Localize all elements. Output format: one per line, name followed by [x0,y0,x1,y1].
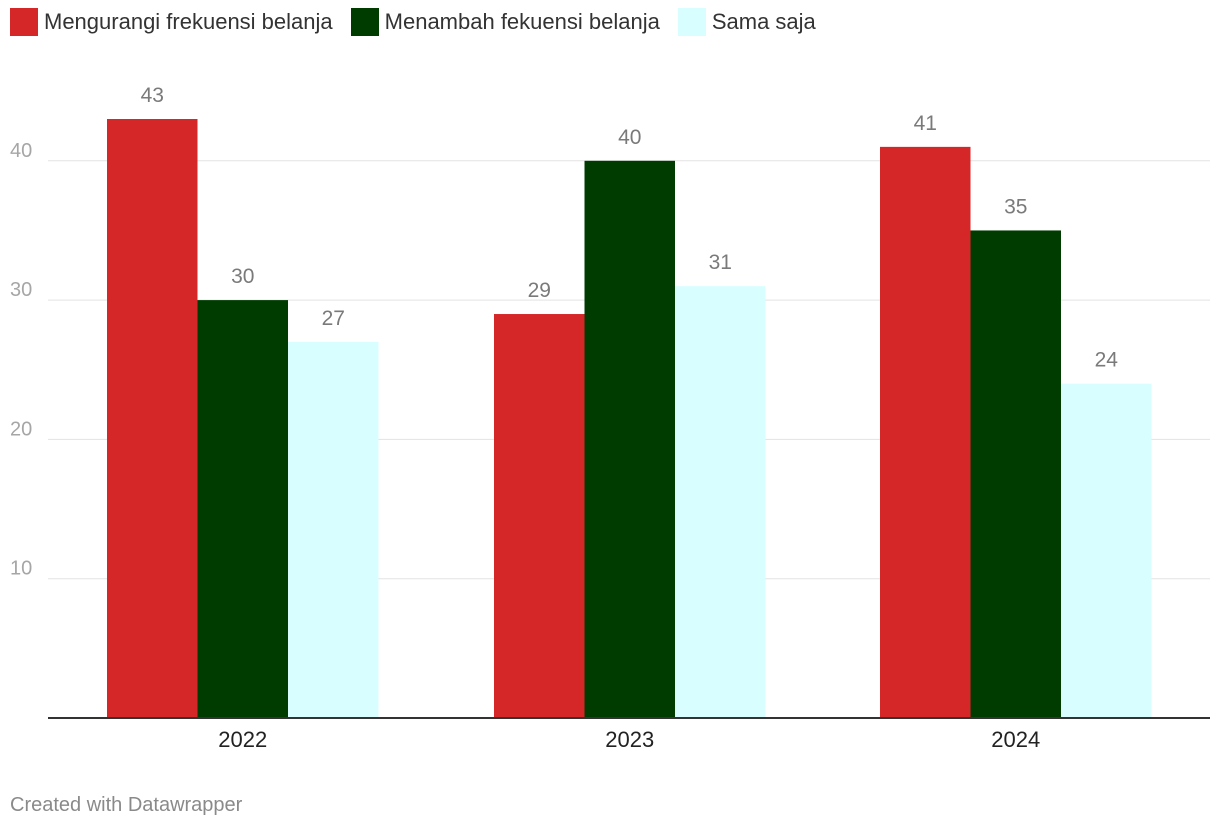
footer-credit: Created with Datawrapper [10,794,243,816]
legend-label-sama-saja: Sama saja [711,9,816,34]
legend-label-menambah: Menambah fekuensi belanja [384,9,660,34]
data-label-2024-series-0: 41 [914,112,937,135]
data-label-2022-series-2: 27 [322,307,345,330]
data-label-2023-series-2: 31 [709,251,732,274]
bar-2024-series-0 [880,146,971,718]
y-tick-label-10: 10 [10,558,32,580]
data-label-2024-series-2: 24 [1095,349,1119,372]
y-tick-label-40: 40 [10,140,32,162]
legend-swatch-mengurangi [10,8,38,36]
data-label-2022-series-0: 43 [141,84,164,107]
legend-swatch-sama-saja [677,8,706,36]
bar-2022-series-2 [288,341,379,718]
data-label-2022-series-1: 30 [231,265,254,288]
legend: Mengurangi frekuensi belanja Menambah fe… [10,8,834,36]
bar-2024-series-2 [1061,383,1152,718]
y-tick-label-30: 30 [10,279,32,301]
bar-2022-series-1 [197,300,288,718]
bar-2023-series-0 [494,314,585,718]
x-tick-label-2022: 2022 [218,727,267,752]
legend-swatch-menambah [350,8,379,36]
legend-label-mengurangi: Mengurangi frekuensi belanja [44,9,333,34]
data-label-2023-series-0: 29 [528,279,551,302]
x-tick-label-2023: 2023 [605,727,654,752]
bar-2022-series-0 [107,119,198,718]
data-label-2024-series-1: 35 [1004,195,1027,218]
y-tick-label-20: 20 [10,418,32,440]
legend-item-menambah: Menambah fekuensi belanja [350,8,660,36]
bar-2024-series-1 [970,230,1061,718]
data-label-2023-series-1: 40 [618,126,641,149]
x-tick-label-2024: 2024 [991,727,1040,752]
bar-2023-series-2 [675,286,766,718]
bar-2023-series-1 [584,160,675,719]
legend-item-mengurangi: Mengurangi frekuensi belanja [10,8,333,36]
legend-item-sama-saja: Sama saja [677,8,816,36]
